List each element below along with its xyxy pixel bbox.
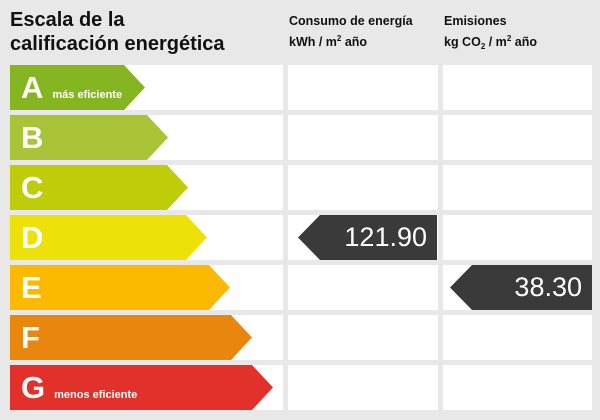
consumo-cell-e [288,265,438,310]
emisiones-header-title: Emisiones [444,14,507,28]
emisiones-cell-c [443,165,592,210]
rating-letter-g: G [21,370,46,405]
scale-cell-c: C [10,165,283,210]
emisiones-value-arrow: 38.30 [450,265,592,310]
rating-bar-a: A más eficiente [10,65,145,110]
consumo-header-title: Consumo de energía [289,14,413,28]
rating-row-a: A más eficiente [10,65,592,110]
rating-bar-g: G menos eficiente [10,365,273,410]
rating-letter-d: D [21,220,44,255]
rating-note-g: menos eficiente [54,389,138,401]
emisiones-cell-a [443,65,592,110]
consumo-cell-c [288,165,438,210]
scale-cell-e: E [10,265,283,310]
emisiones-cell-g [443,365,592,410]
rating-letter-f: F [21,320,40,355]
consumo-cell-b [288,115,438,160]
rating-bar-d: D [10,215,207,260]
rating-row-c: C [10,165,592,210]
rating-grid: A más eficiente B C [10,65,592,410]
emisiones-value: 38.30 [514,272,582,302]
consumo-cell-a [288,65,438,110]
rating-row-d: D 121.90 [10,215,592,260]
consumo-header-unit: kWh / m2 año [289,34,368,49]
rating-note-a: más eficiente [52,89,123,101]
rating-bar-e: E [10,265,230,310]
rating-bar-c: C [10,165,188,210]
consumo-cell-d: 121.90 [288,215,438,260]
rating-letter-b: B [21,120,44,155]
rating-letter-e: E [21,270,42,305]
scale-cell-b: B [10,115,283,160]
rating-row-e: E 38.30 [10,265,592,310]
scale-cell-g: G menos eficiente [10,365,283,410]
rating-letter-a: A [21,70,44,105]
emisiones-header-unit: kg CO2 / m2 año [444,34,537,51]
column-header-consumo: Consumo de energía kWh / m2 año [289,13,439,51]
column-header-emisiones: Emisiones kg CO2 / m2 año [444,13,594,55]
emisiones-cell-f [443,315,592,360]
consumo-value: 121.90 [344,222,427,252]
consumo-cell-f [288,315,438,360]
rating-row-g: G menos eficiente [10,365,592,410]
rating-row-f: F [10,315,592,360]
scale-cell-a: A más eficiente [10,65,283,110]
rating-bar-f: F [10,315,252,360]
emisiones-cell-e: 38.30 [443,265,592,310]
rating-bar-b: B [10,115,168,160]
page-title: Escala de la calificación energética [10,9,225,55]
consumo-cell-g [288,365,438,410]
consumo-value-arrow: 121.90 [298,215,437,260]
rating-letter-c: C [21,170,44,205]
rating-row-b: B [10,115,592,160]
emisiones-cell-d [443,215,592,260]
emisiones-cell-b [443,115,592,160]
scale-cell-d: D [10,215,283,260]
scale-cell-f: F [10,315,283,360]
